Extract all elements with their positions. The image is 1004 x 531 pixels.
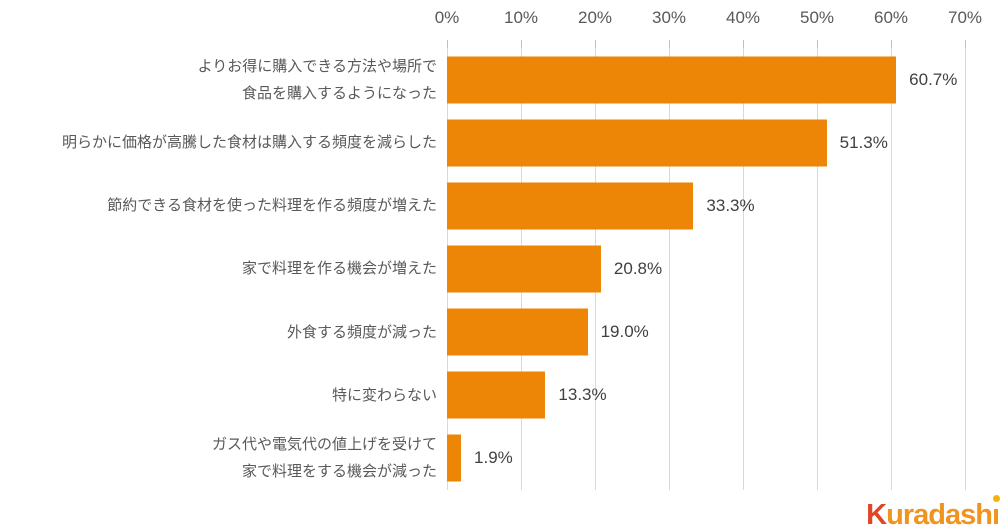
axis-tick-label: 0% xyxy=(434,8,460,27)
gridline xyxy=(743,48,744,490)
axis-tick-mark xyxy=(669,40,670,48)
gridline xyxy=(965,48,966,490)
bar xyxy=(447,182,694,230)
category-label: よりお得に購入できる方法や場所で 食品を購入するようになった xyxy=(197,57,437,102)
category-label: ガス代や電気代の値上げを受けて 家で料理をする機会が減った xyxy=(211,436,437,481)
axis-tick-label: 50% xyxy=(799,8,835,27)
axis-tick-label: 40% xyxy=(725,8,761,27)
category-label: 特に変わらない xyxy=(331,386,437,404)
gridline xyxy=(817,48,818,490)
value-label: 60.7% xyxy=(909,69,958,89)
category-label: 明らかに価格が高騰した食材は購入する頻度を減らした xyxy=(61,134,437,152)
bar-row: 特に変わらない 13.3% xyxy=(0,364,1004,427)
logo-letter-k: K xyxy=(866,499,887,531)
gridline xyxy=(669,48,670,490)
category-label: 節約できる食材を使った料理を作る頻度が増えた xyxy=(107,197,437,215)
logo-i-stem: ı xyxy=(991,499,1000,531)
bar xyxy=(447,371,546,419)
axis-tick-label: 70% xyxy=(947,8,983,27)
kuradashi-logo: Kuradashı xyxy=(866,495,1000,531)
value-label: 13.3% xyxy=(558,385,607,405)
axis-tick-label: 10% xyxy=(503,8,539,27)
value-label: 33.3% xyxy=(706,195,755,215)
logo-text: uradash xyxy=(886,499,993,531)
axis-tick-mark xyxy=(965,40,966,48)
gridline xyxy=(891,48,892,490)
bar-row: 明らかに価格が高騰した食材は購入する頻度を減らした 51.3% xyxy=(0,111,1004,174)
bar-row: 節約できる食材を使った料理を作る頻度が増えた 33.3% xyxy=(0,174,1004,237)
bar xyxy=(447,56,897,104)
axis-tick-label: 30% xyxy=(651,8,687,27)
value-label: 19.0% xyxy=(600,322,649,342)
axis-tick-mark xyxy=(521,40,522,48)
category-label: 外食する頻度が減った xyxy=(286,323,437,341)
bar xyxy=(447,434,462,482)
category-label: 家で料理を作る機会が増えた xyxy=(241,260,437,278)
bar xyxy=(447,119,827,167)
bar-row: よりお得に購入できる方法や場所で 食品を購入するようになった 60.7% xyxy=(0,48,1004,111)
bar xyxy=(447,245,601,293)
axis-tick-mark xyxy=(743,40,744,48)
bar xyxy=(447,308,588,356)
axis-tick-mark xyxy=(891,40,892,48)
logo-i-dot xyxy=(992,495,1000,502)
axis-tick-mark xyxy=(447,40,448,48)
value-label: 20.8% xyxy=(613,258,663,278)
axis-tick-mark xyxy=(595,40,596,48)
bar-row: 外食する頻度が減った 19.0% xyxy=(0,301,1004,364)
value-label: 51.3% xyxy=(839,132,888,152)
logo-letter-i: ı xyxy=(991,495,1000,531)
bar-row: 家で料理を作る機会が増えた 20.8% xyxy=(0,237,1004,300)
bar-row: ガス代や電気代の値上げを受けて 家で料理をする機会が減った 1.9% xyxy=(0,427,1004,490)
axis-tick-label: 60% xyxy=(873,8,909,27)
value-label: 1.9% xyxy=(474,448,513,468)
axis-tick-label: 20% xyxy=(577,8,613,27)
axis-tick-mark xyxy=(817,40,818,48)
